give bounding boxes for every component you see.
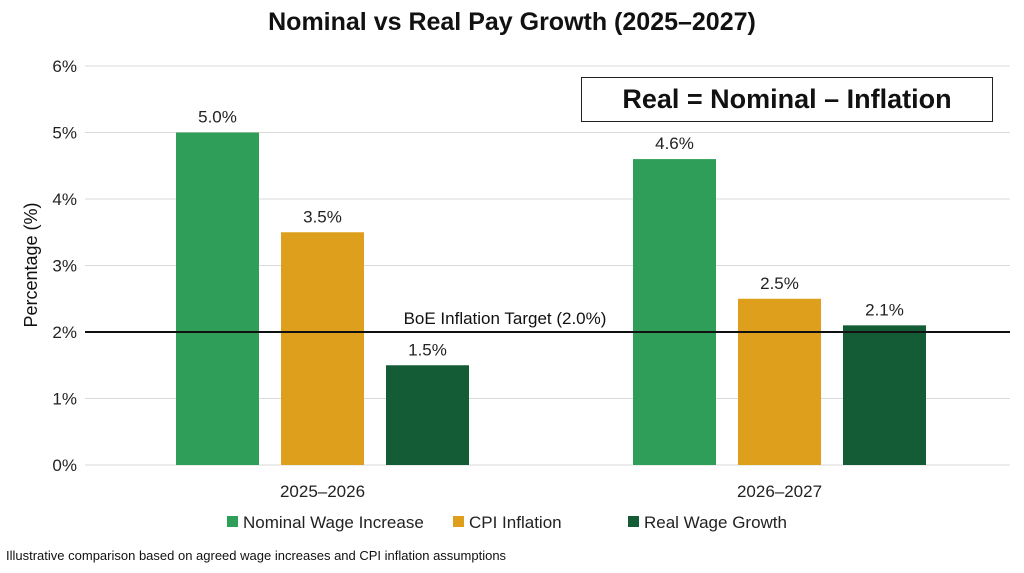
y-tick-label: 4% xyxy=(52,190,77,209)
bar-nominal-wage-increase xyxy=(633,159,716,465)
bar-cpi-inflation xyxy=(738,298,821,465)
legend-swatch xyxy=(227,516,238,527)
y-tick-label: 3% xyxy=(52,257,77,276)
data-label: 5.0% xyxy=(198,108,237,127)
data-label: 2.5% xyxy=(760,274,799,293)
legend-label: Nominal Wage Increase xyxy=(243,513,424,532)
data-label: 1.5% xyxy=(408,340,447,359)
data-label: 3.5% xyxy=(303,207,342,226)
y-tick-label: 0% xyxy=(52,456,77,475)
x-tick-label: 2025–2026 xyxy=(280,482,365,501)
data-label: 4.6% xyxy=(655,134,694,153)
formula-annotation: Real = Nominal – Inflation xyxy=(581,77,993,122)
bar-cpi-inflation xyxy=(281,232,364,465)
reference-line-label: BoE Inflation Target (2.0%) xyxy=(404,309,607,328)
y-tick-label: 1% xyxy=(52,390,77,409)
data-label: 2.1% xyxy=(865,300,904,319)
y-axis-label: Percentage (%) xyxy=(21,202,41,327)
y-tick-label: 5% xyxy=(52,124,77,143)
x-tick-label: 2026–2027 xyxy=(737,482,822,501)
y-tick-label: 6% xyxy=(52,57,77,76)
bar-nominal-wage-increase xyxy=(176,132,259,465)
bar-real-wage-growth xyxy=(843,325,926,465)
legend-swatch xyxy=(628,516,639,527)
legend-label: CPI Inflation xyxy=(469,513,562,532)
footnote: Illustrative comparison based on agreed … xyxy=(6,548,507,563)
legend-label: Real Wage Growth xyxy=(644,513,787,532)
y-tick-label: 2% xyxy=(52,323,77,342)
legend-swatch xyxy=(453,516,464,527)
chart-title: Nominal vs Real Pay Growth (2025–2027) xyxy=(268,8,756,36)
bar-real-wage-growth xyxy=(386,365,469,465)
